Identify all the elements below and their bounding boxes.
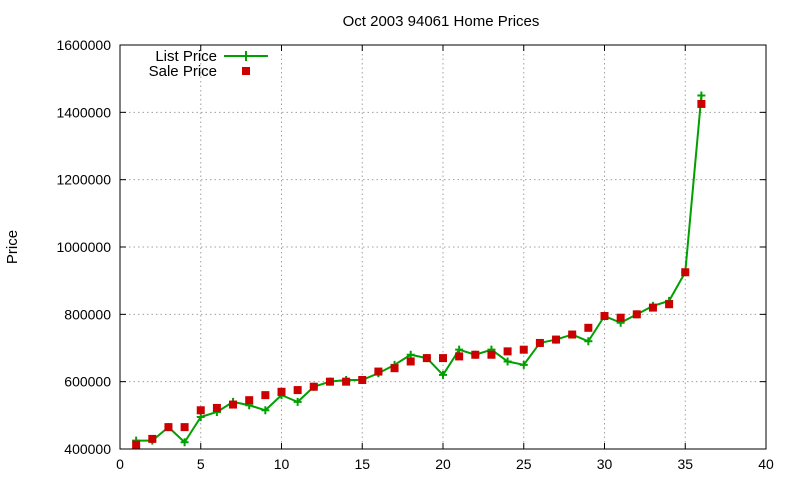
list-price-point — [503, 357, 512, 366]
x-tick-label: 15 — [354, 456, 370, 472]
sale-price-point — [261, 391, 270, 400]
x-tick-label: 20 — [435, 456, 451, 472]
y-axis-title: Price — [4, 230, 21, 264]
x-tick-label: 35 — [677, 456, 693, 472]
list-price-point — [196, 413, 205, 422]
sale-price-point — [455, 352, 464, 361]
sale-price-point — [632, 310, 641, 319]
list-price-point — [697, 91, 706, 100]
sale-price-point — [180, 423, 189, 432]
y-tick-label: 1000000 — [56, 239, 111, 255]
sale-price-point — [229, 400, 238, 409]
legend-marker-list-price — [241, 51, 251, 61]
sale-price-point — [148, 434, 157, 443]
y-tick-label: 400000 — [64, 441, 111, 457]
series-layer — [132, 91, 706, 449]
sale-price-point — [568, 330, 577, 339]
sale-price-point — [422, 354, 431, 363]
list-price-point — [439, 370, 447, 379]
x-tick-label: 10 — [274, 456, 290, 472]
list-price-point — [455, 345, 464, 354]
sale-price-point — [342, 377, 351, 386]
grid — [120, 45, 766, 449]
x-tick-label: 5 — [197, 456, 205, 472]
sale-price-point — [665, 300, 674, 309]
x-axis: 0 5 10 15 20 25 30 35 40 — [116, 45, 774, 472]
x-tick-label: 25 — [516, 456, 532, 472]
sale-price-point — [535, 338, 544, 347]
y-axis: 400000 600000 800000 1000000 1200000 1400000 1… — [56, 37, 766, 457]
chart-title: Oct 2003 94061 Home Prices — [343, 13, 540, 30]
y-tick-label: 800000 — [64, 306, 111, 322]
sale-price-point — [697, 99, 706, 108]
sale-price-point — [487, 350, 496, 359]
sale-price-point — [358, 375, 367, 384]
sale-price-point — [471, 350, 480, 359]
legend-label-sale-price: Sale Price — [149, 63, 217, 80]
legend: List Price Sale Price — [149, 48, 268, 80]
y-tick-label: 600000 — [64, 374, 111, 390]
list-price-point — [406, 350, 415, 359]
sale-price-point — [325, 377, 334, 386]
x-tick-label: 0 — [116, 456, 124, 472]
sale-price-point — [519, 345, 528, 354]
legend-marker-sale-price — [242, 67, 250, 75]
sale-price-point — [309, 382, 318, 391]
list-price-point — [519, 360, 528, 369]
x-tick-label: 30 — [597, 456, 613, 472]
sale-price-point — [584, 323, 593, 332]
x-tick-label: 40 — [758, 456, 774, 472]
sale-price-point — [390, 364, 399, 373]
legend-label-list-price: List Price — [155, 48, 217, 65]
list-price-point — [584, 337, 593, 346]
plot-frame — [119, 44, 767, 450]
sale-price-point — [439, 354, 447, 363]
series-line-list-price — [136, 95, 703, 444]
sale-price-point — [196, 406, 205, 415]
sale-price-point — [552, 335, 561, 344]
y-tick-label: 1600000 — [56, 37, 111, 53]
sale-price-point — [503, 347, 512, 356]
list-price-point — [293, 397, 302, 406]
list-price-point — [180, 438, 189, 447]
y-tick-label: 1200000 — [56, 172, 111, 188]
sale-price-point — [164, 423, 173, 432]
sale-price-point — [245, 396, 254, 405]
sale-price-point — [681, 268, 690, 277]
sale-price-point — [406, 357, 415, 366]
sale-price-point — [277, 387, 286, 396]
list-price-point — [261, 406, 270, 415]
sale-price-point — [616, 313, 625, 322]
sale-price-point — [293, 386, 302, 395]
sale-price-point — [648, 303, 657, 312]
y-tick-label: 1400000 — [56, 104, 111, 120]
sale-price-point — [212, 403, 221, 412]
sale-price-point — [132, 440, 141, 449]
sale-price-point — [600, 312, 609, 321]
sale-price-point — [374, 367, 383, 376]
